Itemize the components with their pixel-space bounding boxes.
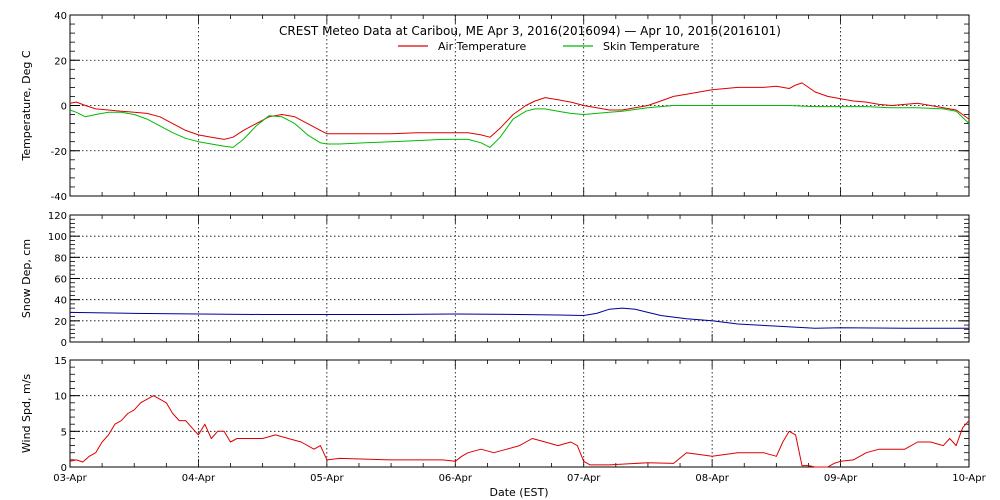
- x-tick-label: 10-Apr: [952, 473, 986, 484]
- plot-frame: [69, 14, 970, 197]
- x-tick-label: 09-Apr: [824, 473, 858, 484]
- y-axis-title: Snow Dep, cm: [20, 239, 33, 318]
- x-tick-label: 07-Apr: [567, 473, 601, 484]
- series-line-0-1: [69, 105, 970, 148]
- y-tick-label: 5: [61, 427, 67, 438]
- chart-title: CREST Meteo Data at Caribou, ME Apr 3, 2…: [279, 24, 781, 38]
- x-tick-label: 05-Apr: [310, 473, 344, 484]
- x-tick-label: 04-Apr: [182, 473, 216, 484]
- plot-frame: [69, 359, 970, 468]
- legend-label: Skin Temperature: [603, 40, 700, 53]
- y-tick-label: 120: [48, 211, 67, 222]
- y-tick-label: 80: [54, 253, 67, 264]
- y-tick-label: 0: [61, 102, 67, 113]
- plot-frame: [69, 214, 970, 343]
- x-axis-title: Date (EST): [489, 486, 548, 499]
- series-line-1-0: [69, 307, 969, 329]
- series-line-2-0: [69, 395, 970, 468]
- y-tick-label: 20: [54, 56, 67, 67]
- panel-snow-depth: 0 20 40 60 80 100 120 Snow Dep, cm: [20, 211, 970, 349]
- y-axis-title: Wind Spd, m/s: [20, 374, 33, 454]
- y-tick-label: 60: [54, 275, 67, 286]
- y-tick-label: 40: [54, 11, 67, 22]
- y-tick-label: 15: [54, 356, 67, 367]
- x-tick-label: 06-Apr: [439, 473, 473, 484]
- y-tick-label: 10: [54, 392, 67, 403]
- x-tick-label: 03-Apr: [53, 473, 87, 484]
- y-axis-title: Temperature, Deg C: [20, 50, 33, 161]
- y-tick-label: 100: [48, 232, 67, 243]
- panel-wind-speed: 0 5 10 15 Wind Spd, m/s: [20, 356, 970, 474]
- y-tick-label: 0: [61, 463, 67, 474]
- legend: Air Temperature Skin Temperature: [398, 40, 700, 53]
- x-axis-labels: 03-Apr 04-Apr 05-Apr 06-Apr 07-Apr 08-Apr 09-A…: [53, 473, 986, 484]
- y-tick-label: 40: [54, 296, 67, 307]
- legend-label: Air Temperature: [438, 40, 527, 53]
- y-tick-label: 0: [61, 338, 67, 349]
- x-tick-label: 08-Apr: [695, 473, 729, 484]
- series-line-0-0: [69, 82, 970, 140]
- y-tick-label: 20: [54, 317, 67, 328]
- y-tick-label: -40: [51, 192, 67, 203]
- panel-temperature: -40 -20 0 20 40 Temperature, Deg C: [20, 11, 970, 203]
- y-tick-label: -20: [51, 147, 67, 158]
